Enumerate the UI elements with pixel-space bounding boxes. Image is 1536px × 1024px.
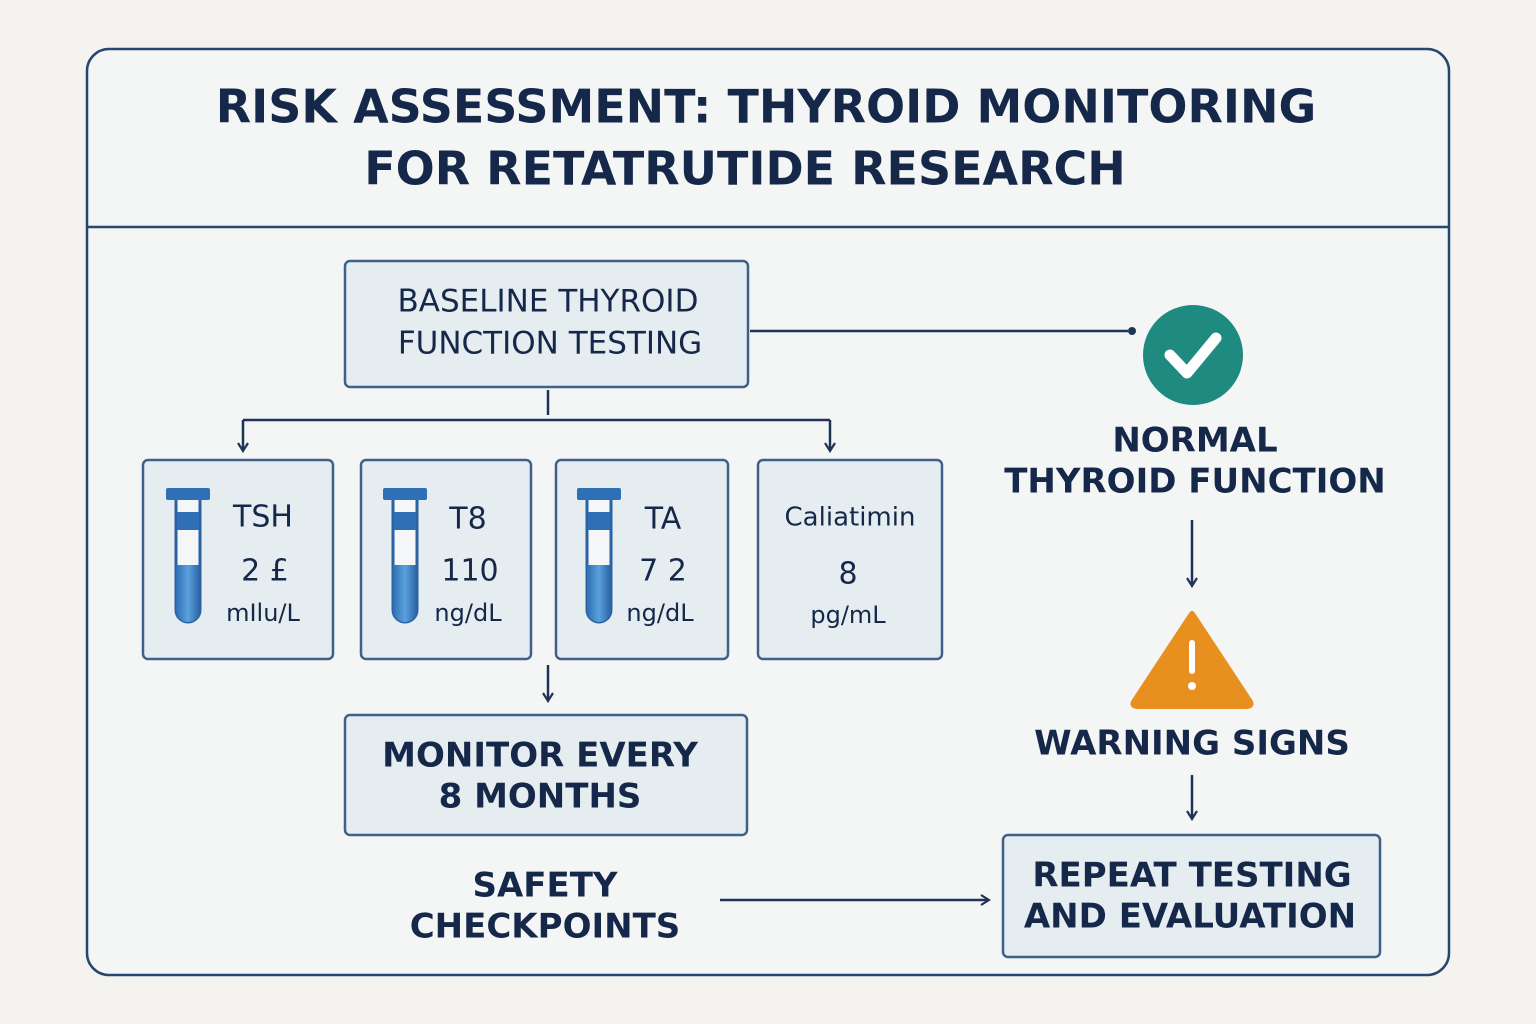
check-mark	[1164, 332, 1222, 379]
repeat-label: REPEAT TESTING	[1032, 856, 1351, 896]
test-unit: ng/dL	[626, 599, 694, 627]
test-tube	[166, 488, 210, 624]
connector-dot	[1128, 327, 1136, 335]
test-value: 7 2	[639, 554, 687, 589]
monitor-label: 8 MONTHS	[439, 777, 642, 817]
test-name: TSH	[232, 500, 293, 535]
monitor-box	[343, 713, 749, 837]
baseline-label: FUNCTION TESTING	[398, 326, 702, 362]
test-unit: ng/dL	[434, 599, 502, 627]
normal-label: NORMAL	[1112, 421, 1277, 461]
baseline-box	[343, 259, 750, 389]
test-name: Caliatimin	[785, 503, 916, 533]
test-unit: pg/mL	[810, 601, 886, 629]
warning-mark	[1188, 682, 1196, 690]
baseline-label: BASELINE THYROID	[398, 284, 699, 320]
safety-label: CHECKPOINTS	[410, 907, 681, 947]
test-name: TA	[644, 502, 682, 537]
repeat-label: AND EVALUATION	[1024, 897, 1356, 937]
test-value: 110	[441, 554, 498, 589]
test-value: 8	[838, 557, 857, 592]
check-icon	[1143, 305, 1243, 405]
title: RISK ASSESSMENT: THYROID MONITORING	[216, 80, 1317, 134]
test-tube	[577, 488, 621, 624]
monitor-label: MONITOR EVERY	[382, 736, 698, 776]
test-box	[756, 458, 944, 661]
normal-label: THYROID FUNCTION	[1004, 462, 1386, 502]
test-value: 2 £	[241, 554, 289, 589]
test-tube	[383, 488, 427, 624]
title: FOR RETATRUTIDE RESEARCH	[364, 142, 1126, 196]
repeat-box	[1001, 833, 1382, 959]
warning-mark	[1189, 640, 1195, 674]
warning-label: WARNING SIGNS	[1034, 724, 1350, 764]
test-unit: mIlu/L	[226, 599, 300, 627]
safety-label: SAFETY	[472, 866, 617, 906]
test-name: T8	[448, 502, 486, 537]
